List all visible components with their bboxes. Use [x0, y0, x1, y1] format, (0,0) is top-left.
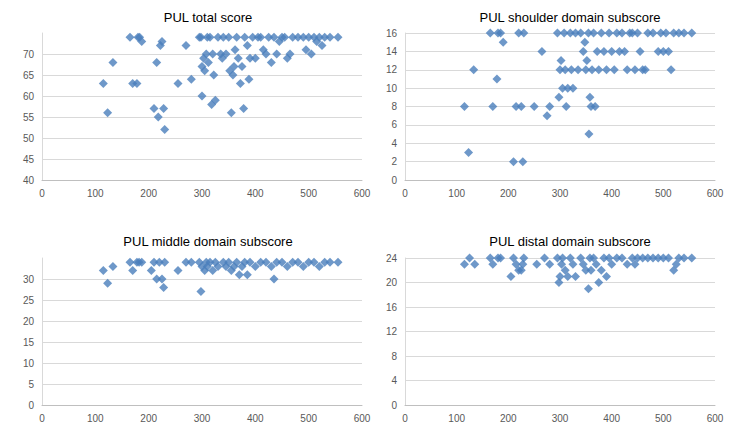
- svg-text:45: 45: [23, 154, 35, 165]
- svg-text:12: 12: [386, 64, 398, 75]
- svg-text:8: 8: [391, 101, 397, 112]
- svg-text:400: 400: [247, 413, 264, 424]
- svg-text:200: 200: [140, 413, 157, 424]
- svg-text:300: 300: [194, 413, 211, 424]
- svg-text:0: 0: [391, 175, 397, 186]
- svg-text:25: 25: [23, 295, 35, 306]
- svg-text:0: 0: [39, 188, 45, 199]
- svg-text:300: 300: [552, 188, 569, 199]
- svg-text:8: 8: [391, 351, 397, 362]
- svg-text:100: 100: [448, 413, 465, 424]
- svg-text:0: 0: [39, 413, 45, 424]
- svg-text:16: 16: [386, 302, 398, 313]
- svg-text:20: 20: [23, 316, 35, 327]
- svg-text:70: 70: [23, 49, 35, 60]
- svg-text:200: 200: [500, 188, 517, 199]
- svg-text:4: 4: [391, 138, 397, 149]
- svg-text:6: 6: [391, 119, 397, 130]
- svg-text:PUL middle domain subscore: PUL middle domain subscore: [123, 234, 292, 249]
- svg-text:300: 300: [194, 188, 211, 199]
- svg-text:5: 5: [28, 379, 34, 390]
- svg-text:10: 10: [386, 83, 398, 94]
- svg-text:14: 14: [386, 46, 398, 57]
- svg-text:100: 100: [87, 188, 104, 199]
- svg-text:15: 15: [23, 337, 35, 348]
- svg-text:400: 400: [603, 188, 620, 199]
- svg-text:65: 65: [23, 70, 35, 81]
- svg-text:600: 600: [354, 413, 371, 424]
- svg-text:55: 55: [23, 112, 35, 123]
- svg-text:100: 100: [448, 188, 465, 199]
- svg-text:60: 60: [23, 91, 35, 102]
- svg-text:10: 10: [23, 358, 35, 369]
- svg-text:PUL total score: PUL total score: [164, 10, 252, 25]
- svg-text:0: 0: [402, 188, 408, 199]
- svg-text:0: 0: [402, 413, 408, 424]
- svg-text:PUL distal domain subscore: PUL distal domain subscore: [489, 234, 650, 249]
- svg-text:500: 500: [655, 188, 672, 199]
- svg-text:600: 600: [707, 413, 724, 424]
- svg-text:500: 500: [300, 188, 317, 199]
- svg-text:400: 400: [247, 188, 264, 199]
- svg-text:PUL shoulder domain subscore: PUL shoulder domain subscore: [480, 10, 661, 25]
- svg-text:100: 100: [87, 413, 104, 424]
- svg-text:200: 200: [140, 188, 157, 199]
- svg-text:30: 30: [23, 274, 35, 285]
- svg-text:500: 500: [655, 413, 672, 424]
- svg-text:12: 12: [386, 326, 398, 337]
- svg-text:20: 20: [386, 277, 398, 288]
- svg-text:300: 300: [552, 413, 569, 424]
- svg-text:500: 500: [300, 413, 317, 424]
- svg-text:400: 400: [603, 413, 620, 424]
- svg-text:16: 16: [386, 28, 398, 39]
- svg-text:0: 0: [28, 400, 34, 411]
- svg-text:600: 600: [354, 188, 371, 199]
- svg-text:4: 4: [391, 375, 397, 386]
- svg-text:2: 2: [391, 156, 397, 167]
- svg-text:600: 600: [707, 188, 724, 199]
- svg-text:200: 200: [500, 413, 517, 424]
- svg-text:40: 40: [23, 175, 35, 186]
- svg-text:0: 0: [391, 400, 397, 411]
- svg-text:24: 24: [386, 253, 398, 264]
- svg-text:50: 50: [23, 133, 35, 144]
